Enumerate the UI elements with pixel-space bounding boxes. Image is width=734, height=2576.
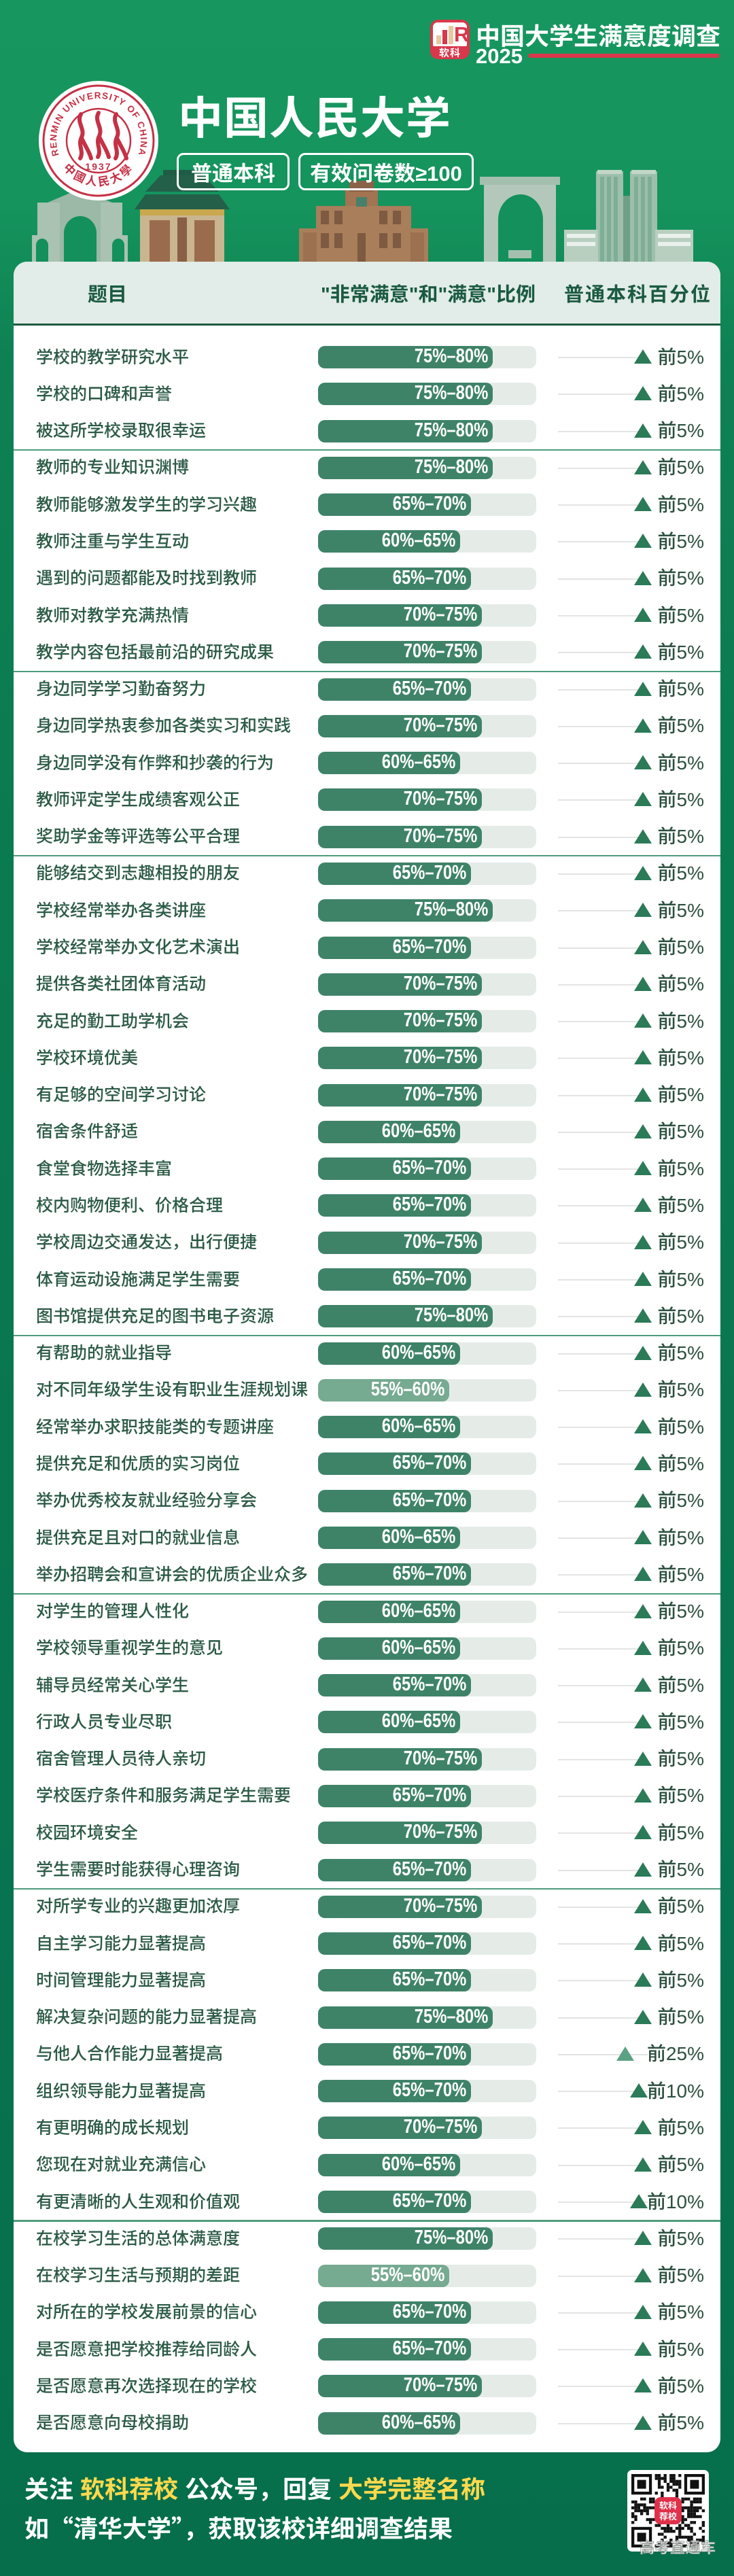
svg-text:荐校: 荐校 <box>659 2509 677 2522</box>
svg-text:1937: 1937 <box>85 161 111 172</box>
svg-text:软科: 软科 <box>659 2499 677 2511</box>
